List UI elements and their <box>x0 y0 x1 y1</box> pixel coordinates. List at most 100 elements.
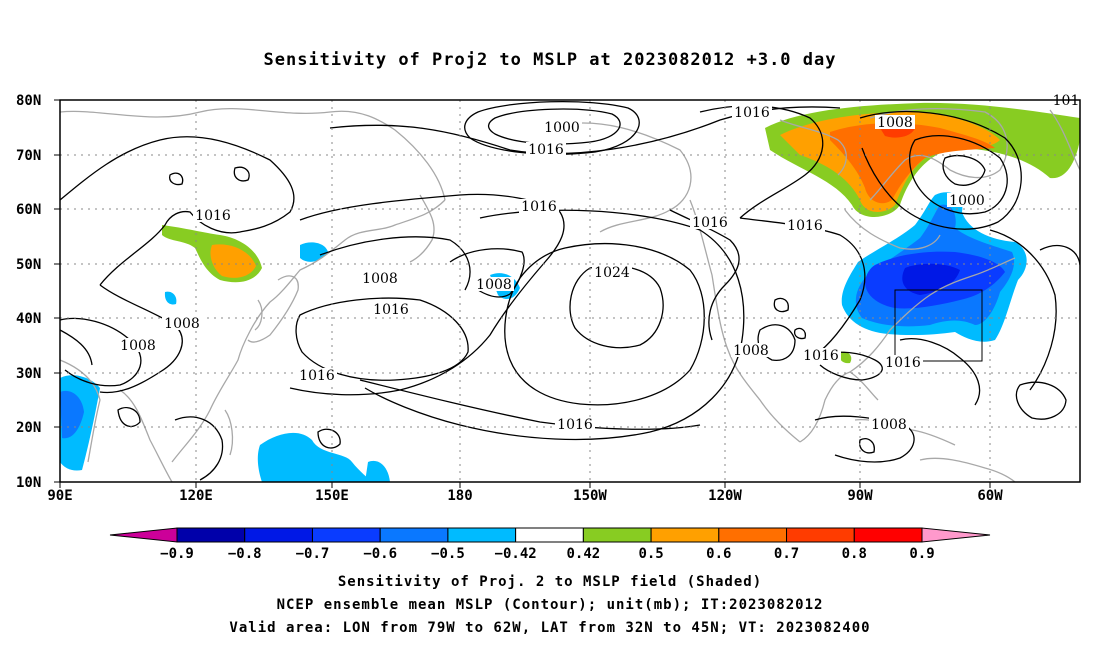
contour-1016-high <box>504 243 705 406</box>
coastline-philippines <box>224 409 234 456</box>
chart-title: Sensitivity of Proj2 to MSLP at 20230820… <box>263 50 837 70</box>
lon-label-120e: 120E <box>179 488 213 504</box>
colorbar-label: −0.6 <box>363 546 397 562</box>
contour-label-bg <box>947 193 987 207</box>
pacific-neg-shade-2 <box>365 460 390 482</box>
lat-label-20n: 20N <box>16 420 41 436</box>
small-neg-blob-1 <box>300 242 328 262</box>
contour-label: 1016 <box>195 208 231 224</box>
contour-1016-siberia <box>60 136 295 286</box>
contour-label: 1016 <box>557 417 593 433</box>
contour-label: 1008 <box>164 316 200 332</box>
contour-992-greenland <box>942 155 986 186</box>
contour-1000-greenland <box>909 135 1008 215</box>
positive-shade-dorange <box>830 123 995 204</box>
colorbar-swatch <box>311 527 381 543</box>
contour-1016-pacific-mid <box>295 297 469 381</box>
sw-neg-shade-dark <box>60 390 84 439</box>
coastline-seasia <box>119 389 173 482</box>
colorbar-swatch <box>650 527 720 543</box>
contour-1016-tropics <box>359 379 701 430</box>
lon-label-150e: 150E <box>315 488 349 504</box>
colorbar-label: 0.6 <box>706 546 731 562</box>
colorbar-swatch <box>379 527 449 543</box>
coastlines <box>60 107 1080 482</box>
contour-1016-outer <box>364 209 745 441</box>
contour-label-bg <box>297 368 337 382</box>
contour-label: 1000 <box>949 193 985 209</box>
contour-label-bg <box>542 120 582 134</box>
contour-label: 1008 <box>871 417 907 433</box>
negative-shade-darkest <box>902 263 960 295</box>
lon-label-60w: 60W <box>977 488 1003 504</box>
contour-label-bg <box>118 338 158 352</box>
lat-label-10n: 10N <box>16 475 41 491</box>
footer-line-3: Valid area: LON from 79W to 62W, LAT fro… <box>229 620 871 636</box>
lat-label-30n: 30N <box>16 366 41 382</box>
small-pos-blob <box>839 351 852 364</box>
contour-label: 1016 <box>803 348 839 364</box>
contour-label: 1016 <box>528 142 564 158</box>
colorbar-label: 0.9 <box>909 546 934 562</box>
contour-label-bg <box>519 199 559 213</box>
contour-small-asia-3 <box>117 407 141 428</box>
contour-1008-sea <box>449 248 525 298</box>
contour-1016-nepac <box>289 193 565 396</box>
colorbar-label: −0.8 <box>228 546 262 562</box>
contour-label-bg <box>869 417 909 431</box>
contour-label-bg <box>555 417 595 431</box>
contour-label-bg <box>732 105 772 119</box>
contour-label: 1008 <box>877 115 913 131</box>
colorbar-label: 0.42 <box>567 546 601 562</box>
coastline-hudson <box>844 209 941 250</box>
contour-labels: 1000 1016 1016 1016 1008 1008 1016 1008 1008 1016… <box>118 93 1082 433</box>
lon-label-90e: 90E <box>47 488 72 504</box>
contour-atl-closed <box>1015 381 1067 420</box>
contour-label-bg <box>474 277 514 291</box>
valid-area-box <box>894 289 983 362</box>
colorbar-swatch <box>447 527 517 543</box>
colorbar-label: −0.7 <box>296 546 330 562</box>
lat-label-50n: 50N <box>16 257 41 273</box>
contour-label: 1008 <box>476 277 512 293</box>
coastline-gulf <box>799 371 879 443</box>
lon-label-180: 180 <box>447 488 472 504</box>
contour-small-na-2 <box>793 327 806 340</box>
contour-label: 1000 <box>544 120 580 136</box>
contour-label: 1024 <box>594 265 630 281</box>
contour-label-bg <box>193 208 233 222</box>
contour-1008-greenland <box>859 111 1022 230</box>
contour-label-bg <box>731 343 771 357</box>
contour-label-bg <box>526 142 566 156</box>
lat-label-70n: 70N <box>16 148 41 164</box>
contour-label: 1008 <box>120 338 156 354</box>
contour-label-bg <box>360 271 400 285</box>
pacific-neg-shade <box>257 432 372 482</box>
contour-1008-se-asia <box>174 416 224 481</box>
contour-label: 1008 <box>733 343 769 359</box>
coastline-south-america <box>919 457 1016 482</box>
colorbar-swatch <box>786 527 855 543</box>
mslp-contours <box>60 100 1080 481</box>
contour-label: 101 <box>1053 93 1080 109</box>
colorbar-high-triangle <box>921 527 991 543</box>
footer-line-1: Sensitivity of Proj. 2 to MSLP field (Sh… <box>337 574 763 590</box>
contour-label: 1016 <box>373 302 409 318</box>
colorbar-swatch <box>718 527 788 543</box>
contour-1016-east <box>899 338 981 406</box>
coastline-asia-east <box>171 199 446 463</box>
footer-line-2: NCEP ensemble mean MSLP (Contour); unit(… <box>276 597 824 613</box>
lon-label-120w: 120W <box>708 488 742 504</box>
contour-label: 1016 <box>787 218 823 234</box>
contour-1008-central-asia <box>60 329 93 366</box>
colorbar-label: 0.8 <box>842 546 867 562</box>
lat-axis: 80N 70N 60N 50N 40N 30N 20N 10N <box>16 93 60 491</box>
colorbar-label: 0.7 <box>774 546 799 562</box>
coastline-alaska <box>559 122 692 233</box>
colorbar-swatch <box>515 527 584 543</box>
contour-label-bg <box>371 302 411 316</box>
contour-label-bg <box>801 348 841 362</box>
colorbar-swatch <box>853 527 923 543</box>
contour-small-asia-4 <box>317 428 341 449</box>
small-neg-blob-3 <box>164 291 177 305</box>
